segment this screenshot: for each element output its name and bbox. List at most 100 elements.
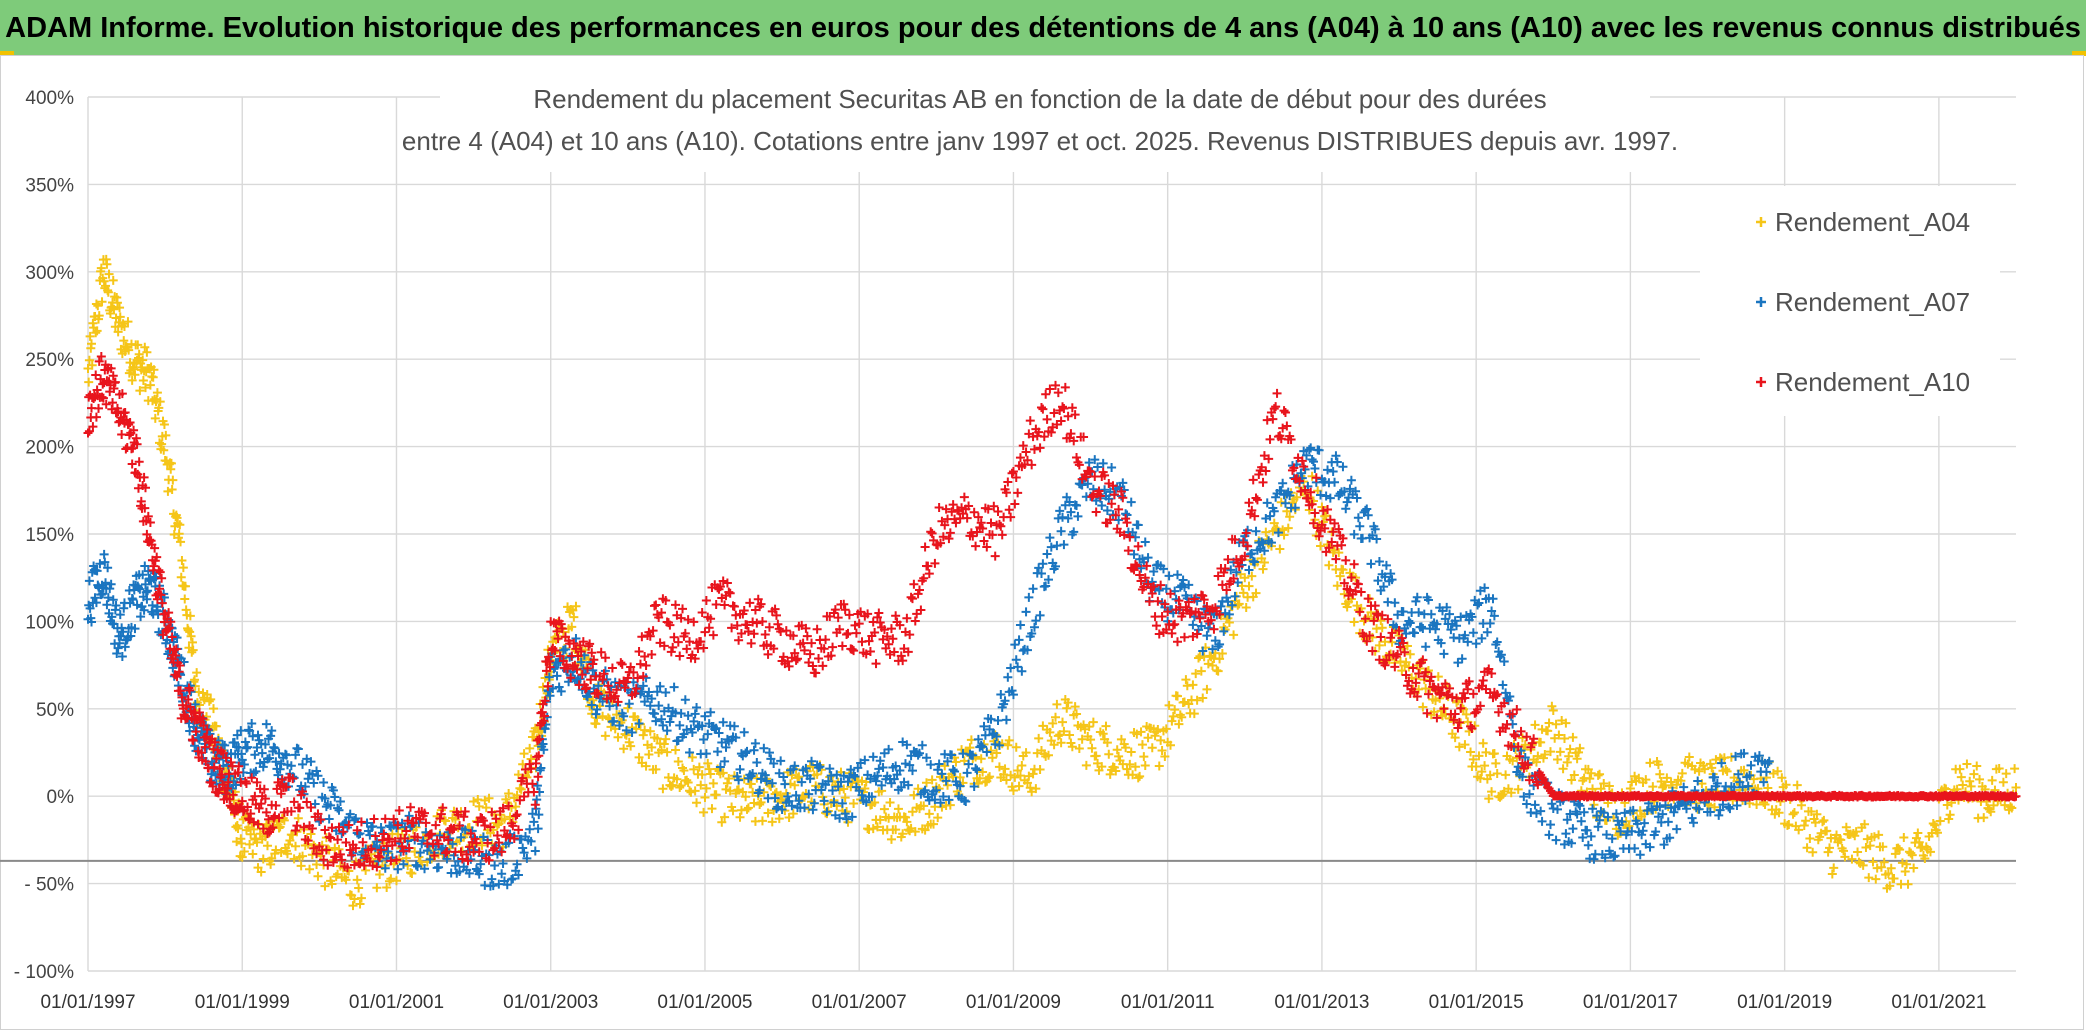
point-rendement-a04 xyxy=(1555,747,1565,757)
point-rendement-a07 xyxy=(258,762,268,772)
point-rendement-a10 xyxy=(964,501,974,511)
point-rendement-a07 xyxy=(1262,498,1272,508)
point-rendement-a04 xyxy=(920,825,930,835)
point-rendement-a10 xyxy=(312,849,322,859)
point-rendement-a10 xyxy=(773,619,783,629)
point-rendement-a10 xyxy=(1468,689,1478,699)
point-rendement-a07 xyxy=(994,740,1004,750)
point-rendement-a10 xyxy=(443,835,453,845)
point-rendement-a07 xyxy=(460,825,470,835)
point-rendement-a10 xyxy=(1234,561,1244,571)
point-rendement-a10 xyxy=(498,803,508,813)
point-rendement-a04 xyxy=(372,883,382,893)
point-rendement-a07 xyxy=(1715,805,1725,815)
point-rendement-a04 xyxy=(481,803,491,813)
point-rendement-a10 xyxy=(483,838,493,848)
point-rendement-a10 xyxy=(1464,676,1474,686)
point-rendement-a10 xyxy=(613,697,623,707)
point-rendement-a10 xyxy=(238,807,248,817)
point-rendement-a07 xyxy=(1247,549,1257,559)
point-rendement-a10 xyxy=(1174,596,1184,606)
point-rendement-a10 xyxy=(1320,523,1330,533)
point-rendement-a04 xyxy=(1595,769,1605,779)
x-tick-label: 01/01/2001 xyxy=(349,992,444,1013)
point-rendement-a10 xyxy=(919,573,929,583)
point-rendement-a10 xyxy=(214,785,224,795)
point-rendement-a10 xyxy=(492,831,502,841)
point-rendement-a07 xyxy=(253,730,263,740)
point-rendement-a10 xyxy=(1418,655,1428,665)
point-rendement-a10 xyxy=(157,598,167,608)
point-rendement-a04 xyxy=(1710,802,1720,812)
point-rendement-a07 xyxy=(665,717,675,727)
point-rendement-a10 xyxy=(1018,441,1028,451)
point-rendement-a07 xyxy=(837,798,847,808)
banner-accent-right xyxy=(2072,51,2086,56)
point-rendement-a07 xyxy=(1658,809,1668,819)
point-rendement-a10 xyxy=(680,628,690,638)
point-rendement-a04 xyxy=(1788,809,1798,819)
point-rendement-a10 xyxy=(1394,626,1404,636)
point-rendement-a07 xyxy=(807,756,817,766)
point-rendement-a04 xyxy=(1000,764,1010,774)
point-rendement-a10 xyxy=(924,569,934,579)
point-rendement-a04 xyxy=(1217,649,1227,658)
point-rendement-a10 xyxy=(260,794,270,804)
point-rendement-a07 xyxy=(571,633,581,643)
point-rendement-a10 xyxy=(1309,518,1319,528)
point-rendement-a10 xyxy=(906,592,916,602)
point-rendement-a10 xyxy=(586,675,596,685)
point-rendement-a10 xyxy=(177,692,187,702)
point-rendement-a04 xyxy=(893,804,903,814)
point-rendement-a07 xyxy=(1072,501,1082,511)
point-rendement-a07 xyxy=(1202,631,1212,641)
point-rendement-a04 xyxy=(1777,773,1787,783)
point-rendement-a10 xyxy=(1386,633,1396,643)
point-rendement-a04 xyxy=(525,743,535,753)
point-rendement-a07 xyxy=(1216,601,1226,611)
point-rendement-a07 xyxy=(1467,612,1477,622)
point-rendement-a07 xyxy=(241,743,251,753)
point-rendement-a07 xyxy=(508,874,518,884)
point-rendement-a04 xyxy=(945,800,955,810)
point-rendement-a10 xyxy=(1261,466,1271,476)
point-rendement-a10 xyxy=(1362,636,1372,646)
point-rendement-a10 xyxy=(563,664,573,674)
point-rendement-a10 xyxy=(1478,675,1488,685)
point-rendement-a07 xyxy=(853,763,863,773)
point-rendement-a10 xyxy=(626,662,636,672)
point-rendement-a04 xyxy=(313,871,323,881)
point-rendement-a04 xyxy=(1599,779,1609,789)
point-rendement-a10 xyxy=(303,836,313,846)
point-rendement-a04 xyxy=(673,756,683,766)
point-rendement-a10 xyxy=(1289,463,1299,473)
point-rendement-a07 xyxy=(1013,662,1023,672)
point-rendement-a07 xyxy=(1380,572,1390,582)
point-rendement-a04 xyxy=(1955,764,1965,774)
point-rendement-a07 xyxy=(286,761,296,771)
point-rendement-a10 xyxy=(1258,477,1268,487)
point-rendement-a10 xyxy=(88,422,98,432)
point-rendement-a10 xyxy=(927,528,937,538)
point-rendement-a10 xyxy=(289,797,299,807)
point-rendement-a10 xyxy=(821,635,831,645)
point-rendement-a04 xyxy=(245,839,255,849)
point-rendement-a04 xyxy=(1969,769,1979,779)
point-rendement-a04 xyxy=(907,807,917,817)
point-rendement-a04 xyxy=(499,814,509,824)
point-rendement-a10 xyxy=(1022,455,1032,465)
point-rendement-a10 xyxy=(342,863,352,873)
point-rendement-a07 xyxy=(816,785,826,795)
point-rendement-a04 xyxy=(91,299,101,309)
point-rendement-a07 xyxy=(609,716,619,726)
point-rendement-a07 xyxy=(335,796,345,806)
point-rendement-a04 xyxy=(638,730,648,740)
point-rendement-a04 xyxy=(1160,752,1170,762)
point-rendement-a10 xyxy=(1199,595,1209,605)
point-rendement-a04 xyxy=(1694,766,1704,776)
point-rendement-a07 xyxy=(1314,445,1324,455)
point-rendement-a04 xyxy=(1168,711,1178,721)
point-rendement-a04 xyxy=(774,814,784,824)
point-rendement-a10 xyxy=(157,573,167,583)
point-rendement-a07 xyxy=(1717,758,1727,768)
